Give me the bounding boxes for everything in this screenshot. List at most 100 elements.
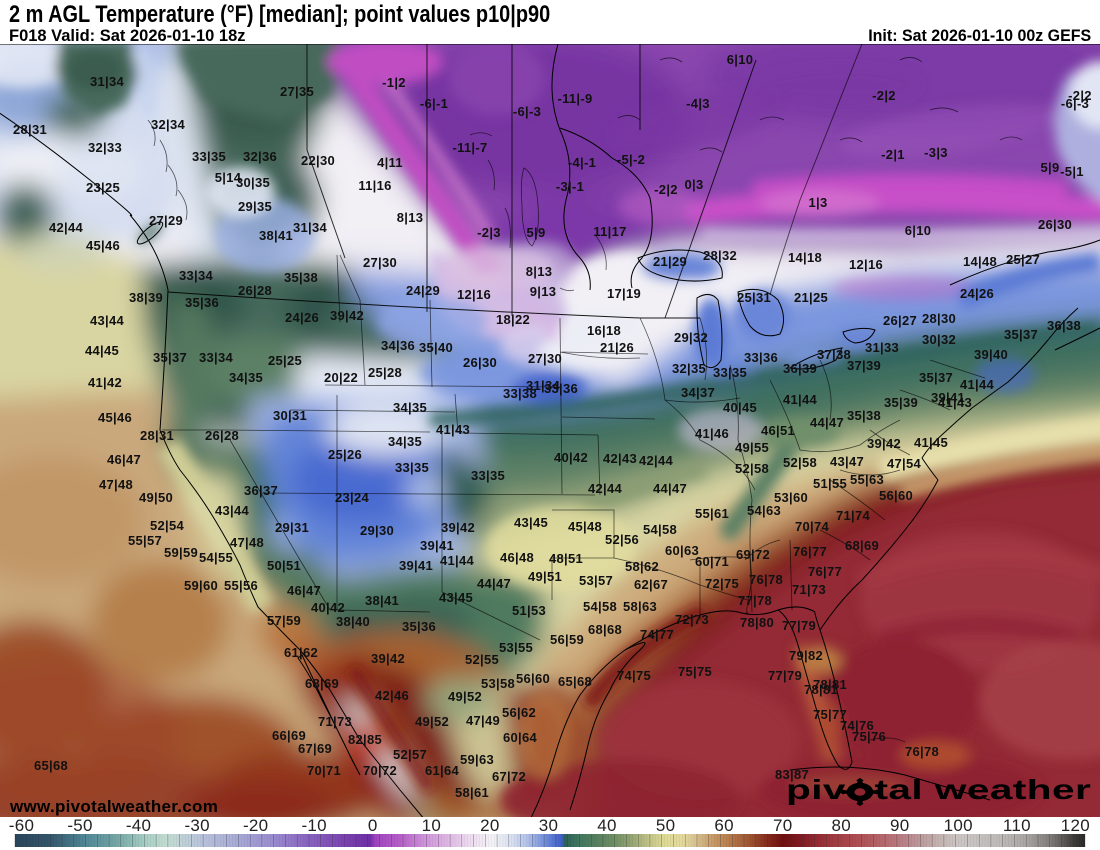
svg-text:47|49: 47|49	[466, 713, 500, 728]
svg-text:72|75: 72|75	[705, 576, 739, 591]
svg-text:68|69: 68|69	[305, 676, 339, 691]
svg-text:36|37: 36|37	[244, 483, 278, 498]
svg-text:60: 60	[714, 816, 734, 835]
svg-text:78|81: 78|81	[813, 677, 847, 692]
svg-text:21|29: 21|29	[653, 254, 687, 269]
svg-text:33|34: 33|34	[199, 350, 234, 365]
svg-text:77|79: 77|79	[782, 618, 816, 633]
svg-text:23|25: 23|25	[86, 180, 120, 195]
svg-text:42|44: 42|44	[639, 453, 674, 468]
svg-text:68|69: 68|69	[845, 538, 879, 553]
svg-text:34|35: 34|35	[388, 434, 422, 449]
svg-text:42|44: 42|44	[49, 220, 84, 235]
svg-text:46|51: 46|51	[761, 423, 795, 438]
svg-text:-2|1: -2|1	[881, 147, 905, 162]
svg-text:77|79: 77|79	[768, 668, 802, 683]
svg-text:-2|2: -2|2	[872, 88, 896, 103]
svg-text:39|42: 39|42	[371, 651, 405, 666]
svg-text:43|44: 43|44	[215, 503, 250, 518]
svg-text:-10: -10	[301, 816, 326, 835]
svg-text:43|45: 43|45	[439, 590, 473, 605]
svg-text:43|45: 43|45	[514, 515, 548, 530]
svg-text:38|39: 38|39	[129, 290, 163, 305]
svg-text:40|45: 40|45	[723, 400, 757, 415]
svg-text:76|78: 76|78	[749, 572, 783, 587]
svg-text:piv: piv	[786, 774, 846, 805]
svg-text:90: 90	[890, 816, 910, 835]
svg-text:49|55: 49|55	[735, 440, 769, 455]
svg-text:44|47: 44|47	[810, 415, 844, 430]
svg-text:28|31: 28|31	[140, 428, 174, 443]
svg-text:76|78: 76|78	[905, 744, 939, 759]
svg-text:31|34: 31|34	[293, 220, 328, 235]
svg-text:33|36: 33|36	[544, 381, 578, 396]
svg-text:53|60: 53|60	[774, 490, 808, 505]
svg-text:22|30: 22|30	[301, 153, 335, 168]
svg-text:-1|2: -1|2	[382, 75, 406, 90]
svg-text:26|30: 26|30	[463, 355, 497, 370]
svg-text:42|43: 42|43	[603, 451, 637, 466]
svg-text:25|31: 25|31	[737, 290, 771, 305]
svg-text:33|35: 33|35	[713, 365, 747, 380]
svg-text:33|34: 33|34	[179, 268, 214, 283]
svg-text:43|47: 43|47	[830, 454, 864, 469]
svg-text:49|52: 49|52	[415, 714, 449, 729]
svg-text:61|62: 61|62	[284, 645, 318, 660]
svg-text:11|16: 11|16	[358, 178, 391, 193]
svg-text:35|40: 35|40	[419, 340, 453, 355]
svg-text:5|14: 5|14	[215, 170, 242, 185]
svg-text:68|68: 68|68	[588, 622, 622, 637]
svg-text:6|10: 6|10	[905, 223, 932, 238]
svg-text:34|35: 34|35	[393, 400, 427, 415]
svg-text:35|37: 35|37	[919, 370, 953, 385]
svg-text:0: 0	[368, 816, 378, 835]
svg-text:-50: -50	[67, 816, 92, 835]
svg-text:39|41: 39|41	[399, 558, 433, 573]
svg-text:55|57: 55|57	[128, 533, 162, 548]
svg-text:49|51: 49|51	[528, 569, 562, 584]
svg-text:50|51: 50|51	[267, 558, 301, 573]
svg-text:65|68: 65|68	[558, 674, 592, 689]
svg-text:44|47: 44|47	[477, 576, 511, 591]
svg-text:-5|-2: -5|-2	[617, 152, 645, 167]
svg-text:33|38: 33|38	[503, 386, 537, 401]
svg-text:70|74: 70|74	[795, 519, 830, 534]
svg-text:75|76: 75|76	[852, 729, 886, 744]
svg-text:34|35: 34|35	[229, 370, 263, 385]
svg-text:29|31: 29|31	[275, 520, 309, 535]
svg-text:35|39: 35|39	[884, 395, 918, 410]
svg-text:54|63: 54|63	[747, 503, 781, 518]
svg-text:67|72: 67|72	[492, 769, 526, 784]
svg-text:46|47: 46|47	[107, 452, 141, 467]
svg-text:39|42: 39|42	[441, 520, 475, 535]
svg-text:35|38: 35|38	[284, 270, 318, 285]
svg-text:33|35: 33|35	[471, 468, 505, 483]
svg-text:-2|2: -2|2	[654, 182, 678, 197]
svg-text:53|58: 53|58	[481, 676, 515, 691]
svg-text:58|63: 58|63	[623, 599, 657, 614]
svg-text:49|52: 49|52	[448, 689, 482, 704]
svg-text:56|60: 56|60	[516, 671, 550, 686]
svg-text:25|27: 25|27	[1006, 252, 1040, 267]
svg-text:53|55: 53|55	[499, 640, 533, 655]
svg-text:59|60: 59|60	[184, 578, 218, 593]
svg-text:28|30: 28|30	[922, 311, 956, 326]
svg-text:69|72: 69|72	[736, 547, 770, 562]
svg-text:26|27: 26|27	[883, 313, 917, 328]
svg-text:38|41: 38|41	[259, 228, 293, 243]
svg-text:-2|2: -2|2	[1068, 88, 1092, 103]
svg-text:35|37: 35|37	[1004, 327, 1038, 342]
svg-text:65|68: 65|68	[34, 758, 68, 773]
svg-text:5|9: 5|9	[1041, 160, 1060, 175]
svg-text:47|48: 47|48	[230, 535, 264, 550]
svg-text:25|26: 25|26	[328, 447, 362, 462]
svg-text:-5|1: -5|1	[1060, 164, 1084, 179]
svg-text:32|35: 32|35	[672, 361, 706, 376]
svg-text:53|57: 53|57	[579, 573, 613, 588]
svg-text:20: 20	[480, 816, 500, 835]
svg-text:60|63: 60|63	[665, 543, 699, 558]
svg-text:78|80: 78|80	[740, 615, 774, 630]
svg-text:14|48: 14|48	[963, 254, 997, 269]
svg-text:26|28: 26|28	[205, 428, 239, 443]
svg-text:5|9: 5|9	[527, 225, 546, 240]
